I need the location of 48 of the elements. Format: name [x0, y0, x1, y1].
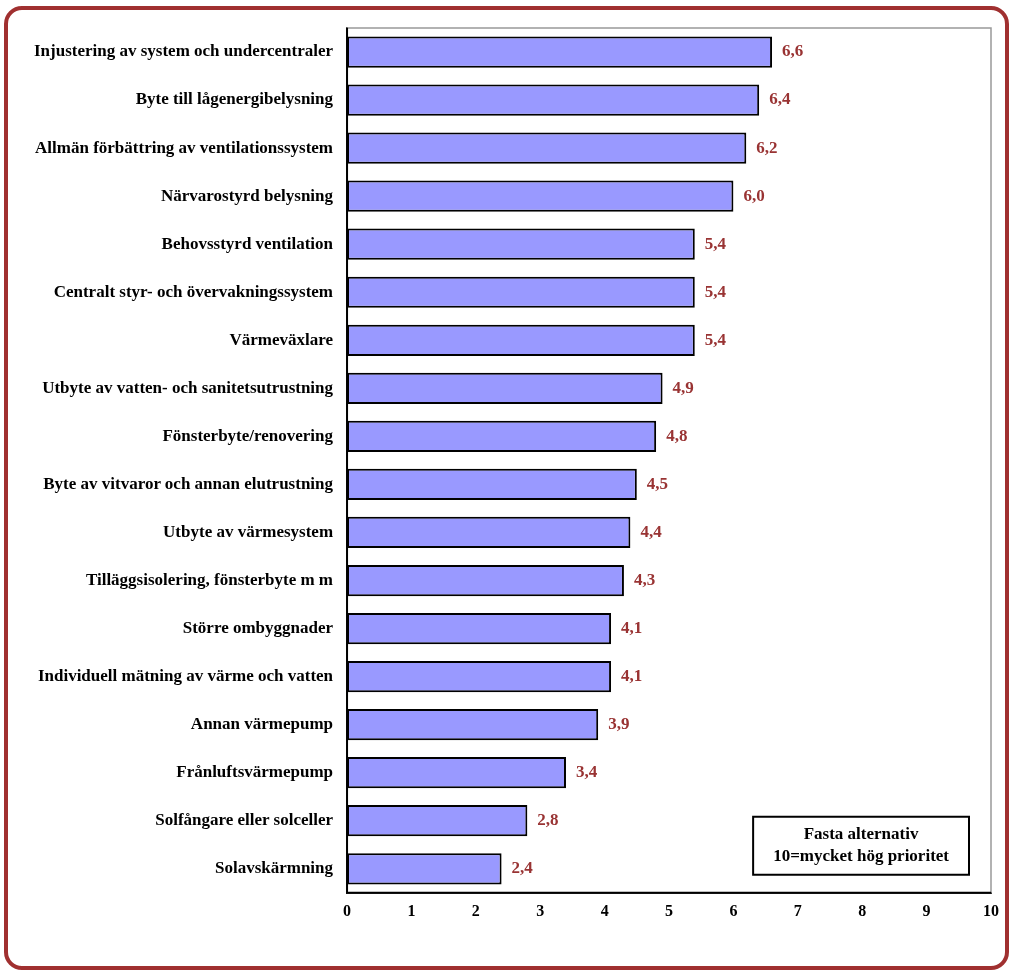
x-tick-label: 0: [343, 901, 352, 919]
data-label: 3,9: [608, 714, 630, 734]
data-label: 5,4: [704, 329, 727, 349]
x-tick-label: 4: [600, 901, 609, 919]
y-tick-label: Byte av vitvaror och annan elutrustning: [43, 473, 334, 493]
y-tick-label: Solavskärmning: [214, 858, 334, 878]
data-label: 4,1: [621, 617, 643, 637]
y-tick-label: Tilläggsisolering, fönsterbyte m m: [85, 569, 334, 589]
y-tick-label: Utbyte av värmesystem: [163, 521, 334, 541]
y-tick-label: Annan värmepump: [190, 714, 334, 734]
x-tick-label: 6: [729, 901, 738, 919]
y-tick-label: Behovsstyrd ventilation: [161, 233, 334, 253]
data-label: 3,4: [575, 762, 598, 782]
x-tick-label: 8: [858, 901, 867, 919]
x-tick-label: 7: [793, 901, 802, 919]
data-label: 5,4: [704, 233, 727, 253]
x-tick-label: 10: [983, 901, 999, 919]
y-tick-label: Individuell mätning av värme och vatten: [37, 665, 334, 685]
y-tick-label: Byte till lågenergibelysning: [135, 89, 334, 109]
y-tick-label: Allmän förbättring av ventilationssystem: [35, 137, 334, 157]
data-label: 4,5: [646, 473, 669, 493]
data-label: 4,8: [666, 425, 688, 445]
x-tick-label: 3: [536, 901, 545, 919]
y-tick-label: Närvarostyrd belysning: [160, 185, 334, 205]
y-tick-label: Injustering av system och undercentraler: [34, 41, 334, 61]
y-tick-label: Solfångare eller solceller: [155, 810, 334, 830]
data-label: 5,4: [704, 281, 727, 301]
data-label: 6,4: [769, 89, 791, 109]
y-tick-label: Större ombyggnader: [182, 617, 334, 637]
y-tick-label: Centralt styr- och övervakningssystem: [53, 281, 334, 301]
x-tick-label: 5: [665, 901, 674, 919]
y-tick-label: Utbyte av vatten- och sanitetsutrustning: [42, 377, 334, 397]
data-label: 2,8: [537, 810, 559, 830]
annotation: Fasta alternativ 10=mycket hög prioritet: [773, 824, 950, 866]
data-label: 2,4: [511, 858, 534, 878]
y-tick-label: Fönsterbyte/renovering: [162, 425, 334, 445]
y-tick-label: Värmeväxlare: [229, 329, 334, 349]
x-tick-label: 1: [407, 901, 416, 919]
data-label: 4,4: [640, 521, 663, 541]
data-label: 4,9: [672, 377, 694, 397]
data-label: 4,3: [633, 569, 656, 589]
data-label: 6,0: [743, 185, 765, 205]
data-label: 6,2: [756, 137, 778, 157]
data-label: 4,1: [621, 665, 643, 685]
y-tick-label: Frånluftsvärmepump: [176, 762, 334, 782]
x-tick-label: 9: [922, 901, 931, 919]
data-label: 6,6: [782, 41, 804, 61]
x-tick-label: 2: [471, 901, 480, 919]
